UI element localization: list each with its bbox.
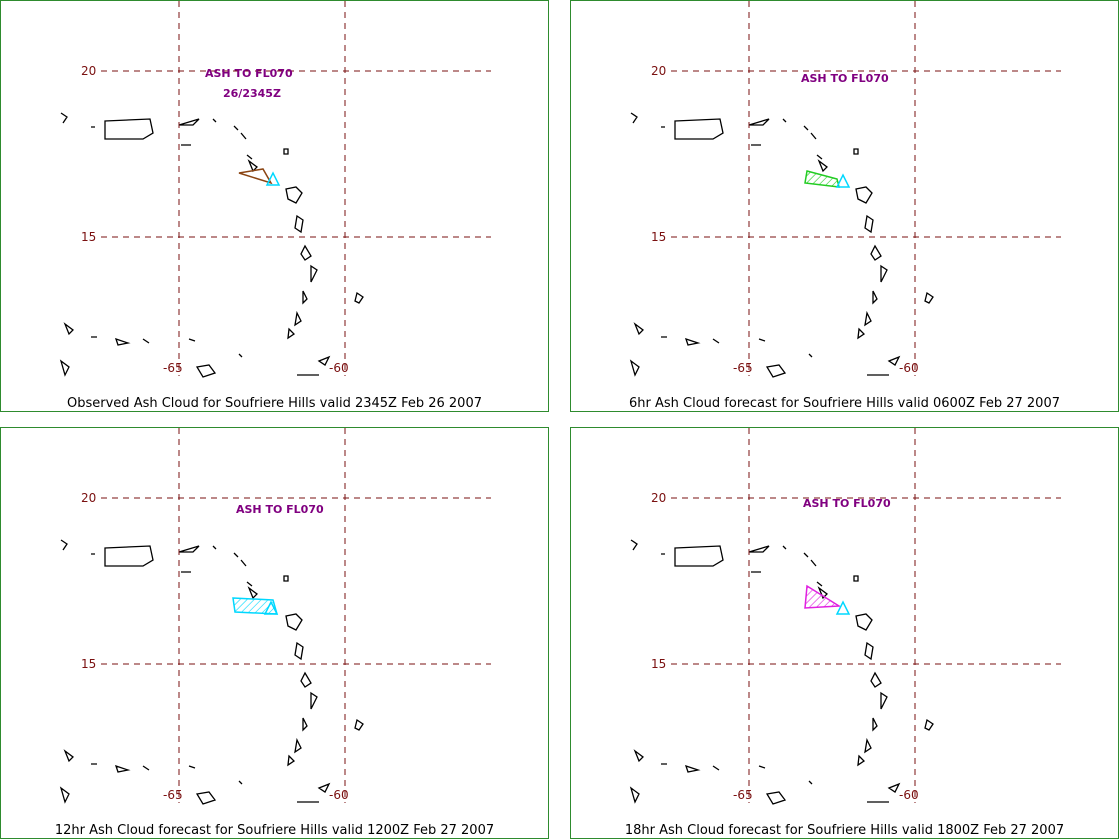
lon-label-65: -65 xyxy=(733,788,753,802)
lat-label-20: 20 xyxy=(81,491,96,505)
coastlines xyxy=(59,112,364,378)
map-observed: 20 15 -65 -60 ASH TO FL070 26/2345Z xyxy=(59,1,491,378)
ash-panel-12hr: 20 15 -65 -60 ASH TO FL070 12hr Ash Clou… xyxy=(0,427,549,839)
map-18hr: 20 15 -65 -60 ASH TO FL070 xyxy=(629,428,1061,805)
grid-lines xyxy=(101,1,491,376)
lon-label-65: -65 xyxy=(163,361,183,375)
volcano-marker xyxy=(835,173,851,188)
lon-label-65: -65 xyxy=(733,361,753,375)
lon-label-60: -60 xyxy=(899,361,919,375)
ash-cloud-polygon xyxy=(238,168,273,185)
grid-lines xyxy=(101,428,491,803)
lat-label-15: 15 xyxy=(651,657,666,671)
map-12hr: 20 15 -65 -60 ASH TO FL070 xyxy=(59,428,491,805)
volcano-marker xyxy=(835,600,851,615)
volcano-marker xyxy=(265,171,281,186)
lat-label-20: 20 xyxy=(651,491,666,505)
panel-caption: 12hr Ash Cloud forecast for Soufriere Hi… xyxy=(54,823,495,838)
panel-caption: 18hr Ash Cloud forecast for Soufriere Hi… xyxy=(624,823,1065,838)
coastlines xyxy=(59,539,364,805)
ash-altitude-label: ASH TO FL070 xyxy=(236,503,324,516)
lat-label-20: 20 xyxy=(81,64,96,78)
panel-caption: 6hr Ash Cloud forecast for Soufriere Hil… xyxy=(629,396,1060,411)
grid-lines xyxy=(671,428,1061,803)
volcano-marker xyxy=(263,600,279,615)
ash-cloud-polygon xyxy=(232,597,279,615)
ash-cloud-polygon xyxy=(804,170,840,188)
lon-label-60: -60 xyxy=(899,788,919,802)
ash-altitude-label: ASH TO FL070 xyxy=(205,67,293,80)
ash-cloud-polygon xyxy=(804,584,842,609)
lon-label-60: -60 xyxy=(329,788,349,802)
panel-caption: Observed Ash Cloud for Soufriere Hills v… xyxy=(67,396,482,411)
ash-panel-18hr: 20 15 -65 -60 ASH TO FL070 18hr Ash Clou… xyxy=(570,427,1119,839)
ash-altitude-label: ASH TO FL070 xyxy=(801,72,889,85)
lat-label-15: 15 xyxy=(81,230,96,244)
ash-panel-observed: 20 15 -65 -60 ASH TO FL070 26/2345Z Obse… xyxy=(0,0,549,412)
coastlines xyxy=(629,112,934,378)
lat-label-15: 15 xyxy=(651,230,666,244)
lon-label-65: -65 xyxy=(163,788,183,802)
ash-altitude-label: ASH TO FL070 xyxy=(803,497,891,510)
lat-label-15: 15 xyxy=(81,657,96,671)
grid-lines xyxy=(671,1,1061,376)
lat-label-20: 20 xyxy=(651,64,666,78)
coastlines xyxy=(629,539,934,805)
ash-panel-6hr: 20 15 -65 -60 ASH TO FL070 6hr Ash Cloud… xyxy=(570,0,1119,412)
ash-time-label: 26/2345Z xyxy=(223,87,281,100)
lon-label-60: -60 xyxy=(329,361,349,375)
map-6hr: 20 15 -65 -60 ASH TO FL070 xyxy=(629,1,1061,378)
